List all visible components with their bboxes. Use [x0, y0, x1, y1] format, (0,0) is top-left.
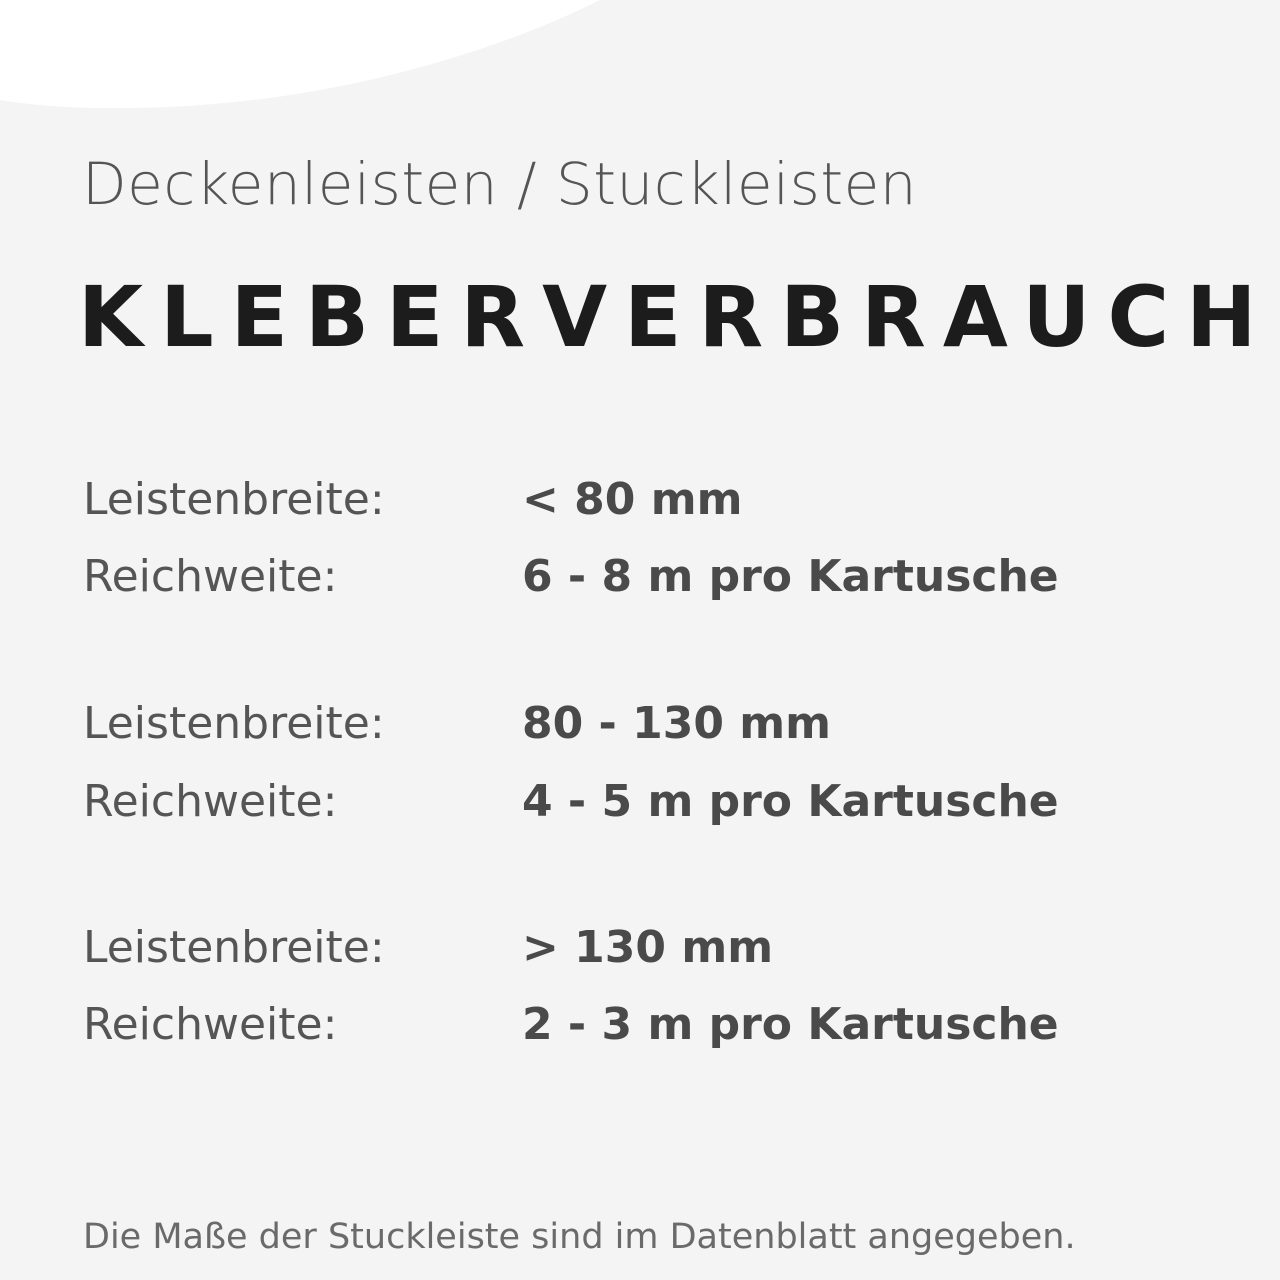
range-row-1: Reichweite: 6 - 8 m pro Kartusche: [83, 551, 1059, 602]
range-value: 4 - 5 m pro Kartusche: [522, 776, 1059, 827]
range-row-2: Reichweite: 4 - 5 m pro Kartusche: [83, 776, 1059, 827]
range-value: 6 - 8 m pro Kartusche: [522, 551, 1059, 602]
width-label: Leistenbreite:: [83, 922, 385, 973]
width-label: Leistenbreite:: [83, 474, 385, 525]
width-label: Leistenbreite:: [83, 698, 385, 749]
footer-note: Die Maße der Stuckleiste sind im Datenbl…: [83, 1217, 1076, 1257]
decorative-white-curve: [0, 0, 600, 109]
width-row-1: Leistenbreite: < 80 mm: [83, 474, 742, 525]
width-row-2: Leistenbreite: 80 - 130 mm: [83, 698, 831, 749]
page-title: KLEBERVERBRAUCH: [78, 268, 1274, 366]
range-label: Reichweite:: [83, 776, 338, 827]
width-value: > 130 mm: [522, 922, 774, 973]
range-value: 2 - 3 m pro Kartusche: [522, 999, 1059, 1050]
width-value: < 80 mm: [522, 474, 743, 525]
width-value: 80 - 130 mm: [522, 698, 831, 749]
range-row-3: Reichweite: 2 - 3 m pro Kartusche: [83, 999, 1059, 1050]
range-label: Reichweite:: [83, 999, 338, 1050]
subtitle: Deckenleisten / Stuckleisten: [82, 150, 918, 218]
range-label: Reichweite:: [83, 551, 338, 602]
width-row-3: Leistenbreite: > 130 mm: [83, 922, 773, 973]
